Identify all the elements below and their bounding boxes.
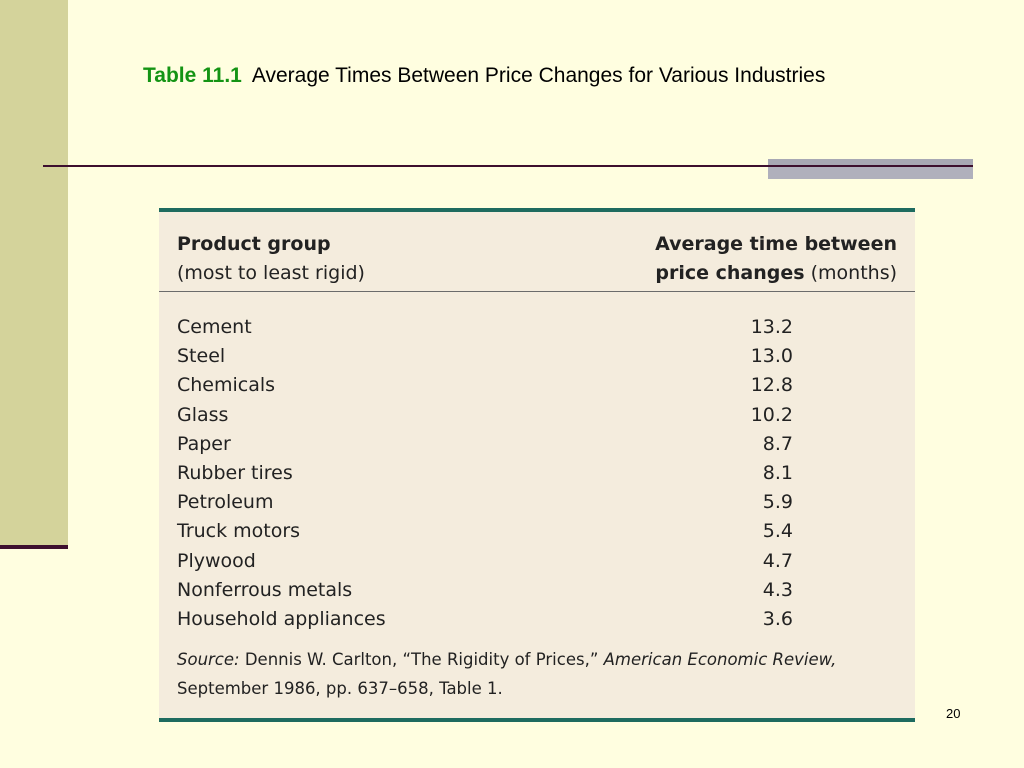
product-name: Paper <box>177 432 231 455</box>
average-months-value: 8.1 <box>762 461 793 484</box>
page-number: 20 <box>946 706 961 721</box>
table-row: Truck motors 5.4 <box>177 517 793 546</box>
table-row: Petroleum 5.9 <box>177 488 793 517</box>
average-months-value: 5.9 <box>762 491 793 514</box>
average-months-value: 5.4 <box>762 520 793 543</box>
table-row: Glass 10.2 <box>177 401 793 430</box>
table-title-text: Average Times Between Price Changes for … <box>251 64 826 87</box>
average-months-value: 13.2 <box>750 316 793 338</box>
table-number-label: Table 11.1 <box>143 64 242 87</box>
average-months-value: 4.3 <box>762 578 793 601</box>
title-divider-bar <box>768 159 973 179</box>
slide-title: Table 11.1 Average Times Between Price Ch… <box>143 64 825 88</box>
header-months-unit: (months) <box>810 262 897 284</box>
left-band-underline <box>0 545 68 549</box>
table-row: Rubber tires 8.1 <box>177 459 793 488</box>
average-months-value: 12.8 <box>750 374 793 397</box>
table-row: Steel 13.0 <box>177 342 793 371</box>
table-row: Plywood 4.7 <box>177 547 793 576</box>
product-name: Rubber tires <box>177 461 293 484</box>
table-source-note: Source: Dennis W. Carlton, “The Rigidity… <box>177 645 897 703</box>
table-row: Nonferrous metals 4.3 <box>177 576 793 605</box>
table-body: Cement 13.2 Steel 13.0 Chemicals 12.8 Glass… <box>177 313 793 634</box>
product-name: Truck motors <box>177 520 301 543</box>
product-name: Chemicals <box>177 374 276 397</box>
source-journal: American Economic Review, <box>603 650 837 669</box>
table-row: Chemicals 12.8 <box>177 371 793 400</box>
table-header: Product group (most to least rigid) Aver… <box>159 212 915 292</box>
header-product-group-title: Product group <box>177 233 331 255</box>
header-price-changes: price changes <box>655 262 805 284</box>
source-details: September 1986, pp. 637–658, Table 1. <box>177 679 503 698</box>
table-row: Household appliances 3.6 <box>177 605 793 634</box>
price-change-table: Product group (most to least rigid) Aver… <box>159 208 915 722</box>
product-name: Cement <box>177 316 252 338</box>
product-name: Steel <box>177 345 226 368</box>
header-average-time: Average time between price changes (mont… <box>655 230 897 288</box>
header-average-time-line1: Average time between <box>655 233 897 255</box>
source-label: Source: <box>177 650 240 669</box>
table-row: Paper 8.7 <box>177 430 793 459</box>
product-name: Glass <box>177 403 229 426</box>
product-name: Nonferrous metals <box>177 578 353 601</box>
product-name: Plywood <box>177 549 256 572</box>
header-product-group-subtitle: (most to least rigid) <box>177 262 365 284</box>
header-average-time-line2: price changes (months) <box>655 259 897 288</box>
table-row: Cement 13.2 <box>177 313 793 342</box>
source-citation: Dennis W. Carlton, “The Rigidity of Pric… <box>244 650 599 669</box>
average-months-value: 4.7 <box>762 549 793 572</box>
product-name: Household appliances <box>177 607 386 630</box>
average-months-value: 10.2 <box>750 403 793 426</box>
average-months-value: 3.6 <box>762 607 793 630</box>
average-months-value: 13.0 <box>750 345 793 368</box>
average-months-value: 8.7 <box>762 432 793 455</box>
title-divider-line <box>43 165 973 167</box>
product-name: Petroleum <box>177 491 274 514</box>
left-side-band <box>0 0 68 545</box>
header-product-group: Product group (most to least rigid) <box>177 230 365 288</box>
